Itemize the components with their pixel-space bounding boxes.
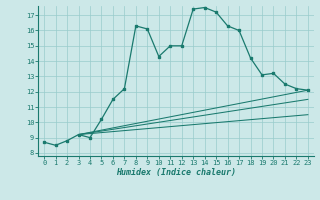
X-axis label: Humidex (Indice chaleur): Humidex (Indice chaleur) <box>116 168 236 177</box>
